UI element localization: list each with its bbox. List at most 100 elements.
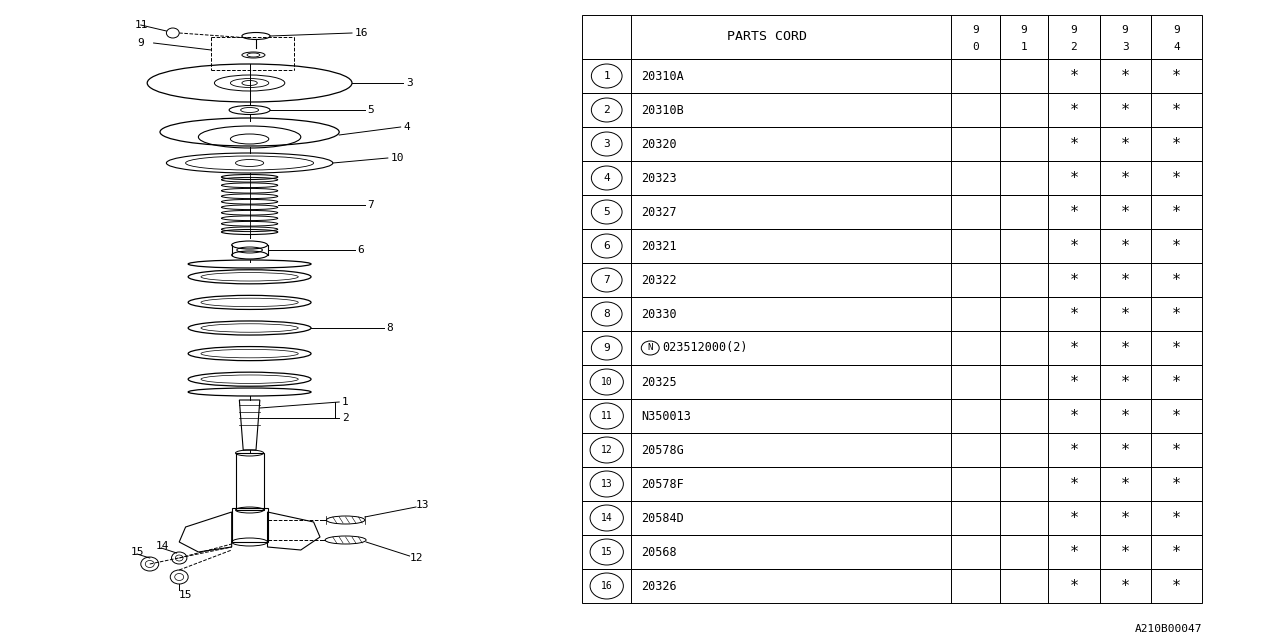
- Bar: [582, 433, 1202, 467]
- Text: 1: 1: [1020, 42, 1028, 52]
- Bar: [582, 501, 1202, 535]
- Text: *: *: [1069, 545, 1079, 559]
- Text: 2: 2: [603, 105, 611, 115]
- Text: 11: 11: [134, 20, 148, 30]
- Text: 9: 9: [972, 26, 979, 35]
- Bar: [582, 467, 1202, 501]
- Text: 20321: 20321: [641, 239, 677, 253]
- Text: *: *: [1171, 408, 1181, 424]
- Text: *: *: [1120, 511, 1130, 525]
- Text: 20310A: 20310A: [641, 70, 684, 83]
- Text: 20584D: 20584D: [641, 511, 684, 525]
- Text: 3: 3: [406, 78, 412, 88]
- Text: 20320: 20320: [641, 138, 677, 150]
- Text: N: N: [648, 344, 653, 353]
- Bar: [582, 297, 1202, 331]
- Text: *: *: [1171, 170, 1181, 186]
- Text: 14: 14: [600, 513, 613, 523]
- Bar: [582, 93, 1202, 127]
- Text: 20325: 20325: [641, 376, 677, 388]
- Bar: [582, 127, 1202, 161]
- Text: 20322: 20322: [641, 273, 677, 287]
- Text: 3: 3: [1121, 42, 1129, 52]
- Text: 15: 15: [179, 590, 193, 600]
- Text: *: *: [1120, 408, 1130, 424]
- Text: PARTS CORD: PARTS CORD: [727, 31, 806, 44]
- Bar: [582, 365, 1202, 399]
- Text: 7: 7: [603, 275, 611, 285]
- Text: *: *: [1171, 68, 1181, 83]
- Bar: [582, 331, 1202, 365]
- Text: *: *: [1171, 102, 1181, 118]
- Text: 4: 4: [603, 173, 611, 183]
- Text: 5: 5: [603, 207, 611, 217]
- Bar: [582, 161, 1202, 195]
- Text: *: *: [1120, 307, 1130, 321]
- Text: *: *: [1069, 205, 1079, 220]
- Text: *: *: [1069, 374, 1079, 390]
- Text: *: *: [1120, 477, 1130, 492]
- Text: 023512000(2): 023512000(2): [662, 342, 748, 355]
- Text: A210B00047: A210B00047: [1134, 624, 1202, 634]
- Text: *: *: [1171, 442, 1181, 458]
- Text: *: *: [1171, 477, 1181, 492]
- Text: *: *: [1120, 68, 1130, 83]
- Text: 7: 7: [367, 200, 374, 209]
- Text: 6: 6: [357, 245, 364, 255]
- Text: 4: 4: [1172, 42, 1180, 52]
- Text: *: *: [1120, 273, 1130, 287]
- Text: 9: 9: [603, 343, 611, 353]
- Text: 20326: 20326: [641, 579, 677, 593]
- Text: *: *: [1069, 136, 1079, 152]
- Text: *: *: [1069, 408, 1079, 424]
- Text: 16: 16: [600, 581, 613, 591]
- Text: *: *: [1120, 374, 1130, 390]
- Text: *: *: [1120, 170, 1130, 186]
- Text: 3: 3: [603, 139, 611, 149]
- Text: 1: 1: [603, 71, 611, 81]
- Bar: [582, 195, 1202, 229]
- Text: 9: 9: [137, 38, 143, 48]
- Text: *: *: [1120, 136, 1130, 152]
- Bar: [582, 535, 1202, 569]
- Text: *: *: [1120, 545, 1130, 559]
- Text: 2: 2: [342, 413, 348, 423]
- Bar: [582, 15, 1202, 59]
- Text: *: *: [1171, 511, 1181, 525]
- Text: 20330: 20330: [641, 307, 677, 321]
- Text: *: *: [1069, 170, 1079, 186]
- Text: 6: 6: [603, 241, 611, 251]
- Text: 20310B: 20310B: [641, 104, 684, 116]
- Text: 20568: 20568: [641, 545, 677, 559]
- Text: 20323: 20323: [641, 172, 677, 184]
- Bar: [582, 263, 1202, 297]
- Bar: [582, 59, 1202, 93]
- Bar: [582, 229, 1202, 263]
- Text: *: *: [1069, 273, 1079, 287]
- Text: 8: 8: [603, 309, 611, 319]
- Text: *: *: [1120, 442, 1130, 458]
- Text: *: *: [1171, 136, 1181, 152]
- Bar: [582, 399, 1202, 433]
- Text: *: *: [1120, 102, 1130, 118]
- Text: *: *: [1171, 307, 1181, 321]
- Bar: [236, 453, 264, 510]
- Text: *: *: [1069, 68, 1079, 83]
- Text: 11: 11: [600, 411, 613, 421]
- Text: *: *: [1069, 579, 1079, 593]
- Text: 5: 5: [367, 105, 374, 115]
- Text: 4: 4: [403, 122, 410, 132]
- Text: *: *: [1069, 477, 1079, 492]
- Text: *: *: [1069, 307, 1079, 321]
- Text: *: *: [1120, 340, 1130, 355]
- Ellipse shape: [242, 81, 257, 86]
- Text: N350013: N350013: [641, 410, 691, 422]
- Text: 20327: 20327: [641, 205, 677, 218]
- Text: *: *: [1069, 102, 1079, 118]
- Text: *: *: [1120, 205, 1130, 220]
- Text: 10: 10: [600, 377, 613, 387]
- Text: 13: 13: [416, 500, 430, 510]
- Text: 9: 9: [1172, 26, 1180, 35]
- Text: 15: 15: [131, 547, 145, 557]
- Text: 20578G: 20578G: [641, 444, 684, 456]
